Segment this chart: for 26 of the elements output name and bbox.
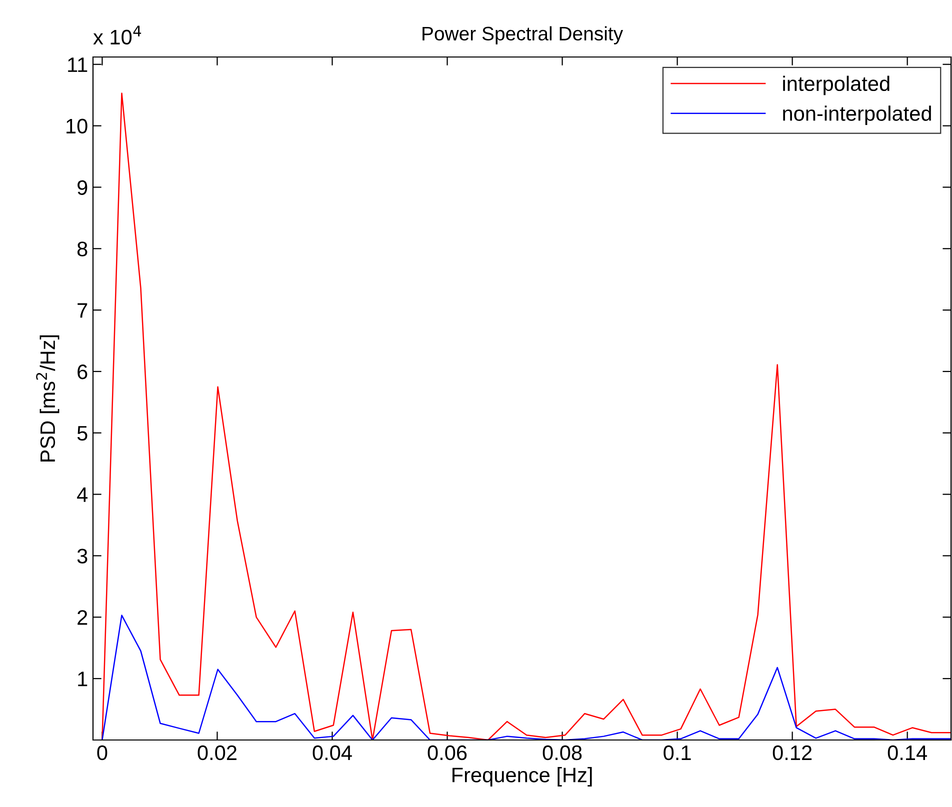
y-axis-title: PSD [ms$^{2}$/Hz] xyxy=(36,335,60,462)
y-tick-label: 4 xyxy=(77,488,88,502)
line-series xyxy=(102,614,952,740)
chart-title: Power Spectral Density xyxy=(422,26,624,44)
x-tick-label: 0.08 xyxy=(542,745,582,760)
x-tick-label: 0.14 xyxy=(888,745,928,760)
x-axis-title: Frequence [Hz] xyxy=(452,767,592,786)
x-tick-label: 0.12 xyxy=(772,745,812,760)
x-tick-label: 0.06 xyxy=(428,745,467,760)
y-tick-label: 10 xyxy=(66,118,88,134)
legend-label: non-interpolated xyxy=(783,106,931,126)
y-tick-label: 3 xyxy=(77,548,88,564)
x-tick-label: 0.1 xyxy=(664,745,691,760)
legend-label: interpolated xyxy=(783,76,890,96)
text: x 10$^{4}$ xyxy=(93,26,142,45)
x-tick-label: 0.02 xyxy=(198,745,236,760)
y-tick-label: 9 xyxy=(78,180,88,195)
y-tick-label: 5 xyxy=(77,426,88,441)
x-tick-label: 0 xyxy=(97,745,108,760)
y-tick-label: 2 xyxy=(78,610,88,625)
y-tick-label: 6 xyxy=(78,364,88,380)
y-tick-label: 11 xyxy=(68,58,88,72)
y-tick-label: 1 xyxy=(78,672,88,686)
y-tick-label: 8 xyxy=(77,242,88,256)
y-tick-label: 7 xyxy=(78,303,88,318)
x-tick-label: 0.04 xyxy=(312,745,352,760)
